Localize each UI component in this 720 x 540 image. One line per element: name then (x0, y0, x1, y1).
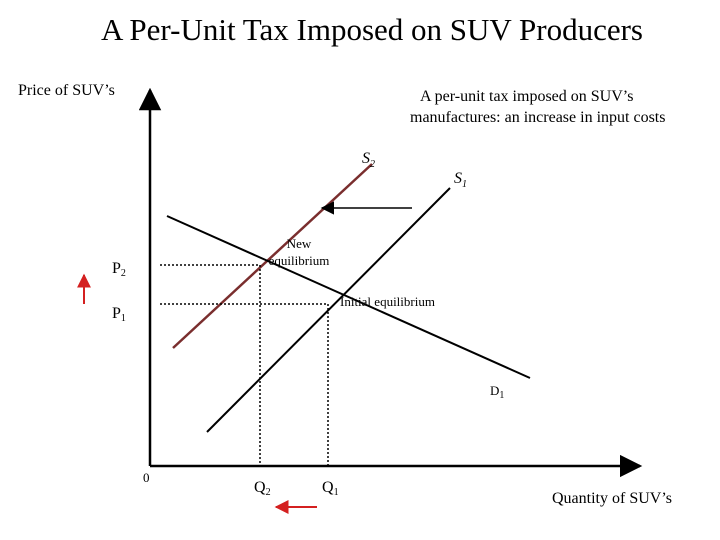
q1-label: Q1 (322, 479, 339, 498)
annotation-line-1: A per-unit tax imposed on SUV’s (420, 88, 633, 105)
x-axis-label: Quantity of SUV’s (552, 490, 672, 507)
slide-title: A Per-Unit Tax Imposed on SUV Producers (101, 12, 643, 47)
s1-label: S1 (454, 170, 467, 190)
d1-label: D1 (490, 383, 504, 401)
supply-curve-s2 (172, 163, 373, 349)
new-equilibrium-label-2: equilibrium (269, 253, 330, 268)
p1-label: P1 (112, 305, 126, 324)
s2-label: S2 (362, 150, 375, 170)
new-equilibrium-label-1: New (287, 236, 312, 251)
origin-label: 0 (143, 470, 150, 485)
y-axis-label: Price of SUV’s (18, 82, 115, 99)
p2-label: P2 (112, 260, 126, 279)
demand-curve-d1 (166, 215, 531, 379)
q2-label: Q2 (254, 479, 271, 498)
initial-equilibrium-label: Initial equilibrium (340, 294, 435, 309)
annotation-line-2: manufactures: an increase in input costs (410, 109, 665, 126)
